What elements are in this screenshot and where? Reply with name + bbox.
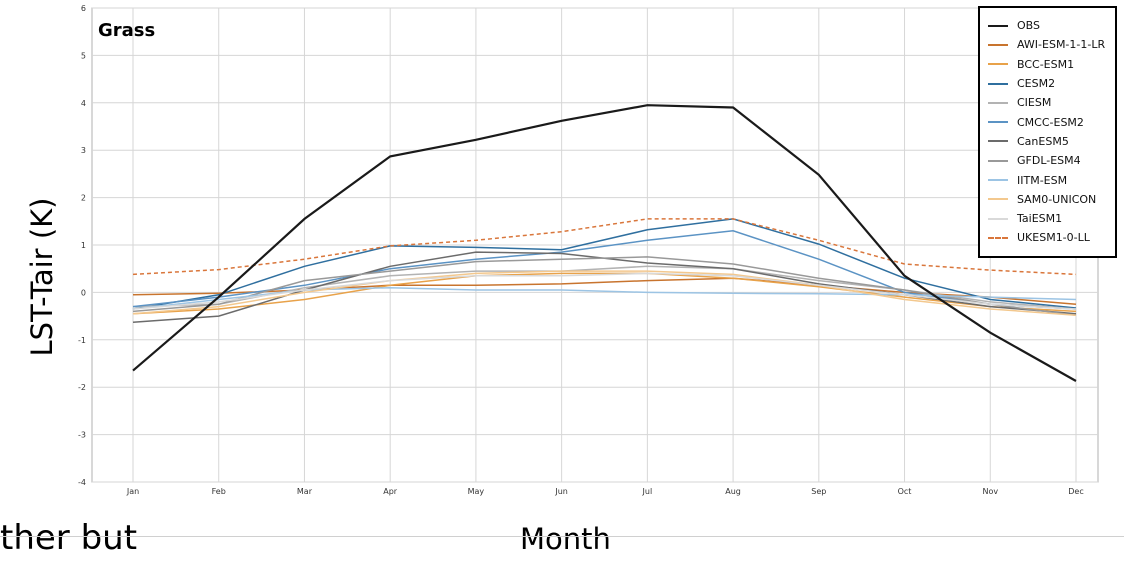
legend-swatch — [988, 82, 1008, 85]
legend-item: SAM0-UNICON — [988, 190, 1109, 209]
legend-item: CESM2 — [988, 74, 1109, 93]
legend-swatch — [988, 179, 1008, 182]
legend-label: CMCC-ESM2 — [1017, 115, 1084, 129]
divider-line — [0, 536, 1124, 537]
series-line-cesm2 — [132, 218, 1077, 310]
legend-item: BCC-ESM1 — [988, 55, 1109, 74]
legend-swatch — [988, 159, 1008, 162]
legend-item: GFDL-ESM4 — [988, 151, 1109, 170]
series-line-obs — [132, 104, 1077, 382]
legend-label: CIESM — [1017, 96, 1052, 110]
y-tick-label: 2 — [81, 194, 86, 203]
cropped-body-text: ther but — [0, 518, 138, 558]
y-tick-label: -2 — [78, 383, 86, 392]
legend-label: GFDL-ESM4 — [1017, 154, 1081, 168]
series-line-ukesm1-0-ll — [132, 218, 1077, 276]
legend-item: IITM-ESM — [988, 170, 1109, 189]
legend-swatch — [988, 217, 1008, 220]
y-tick-label: -3 — [78, 431, 86, 440]
y-tick-label: 0 — [81, 288, 86, 297]
x-tick-label: Sep — [811, 487, 826, 496]
legend-item: CIESM — [988, 93, 1109, 112]
x-tick-label: Nov — [982, 487, 998, 496]
legend-swatch — [988, 43, 1008, 46]
legend-swatch — [988, 236, 1008, 239]
legend-swatch — [988, 140, 1008, 143]
y-axis-title: LST-Tair (K) — [25, 197, 59, 357]
series-line-gfdl-esm4 — [132, 256, 1077, 316]
legend-label: BCC-ESM1 — [1017, 57, 1075, 71]
x-tick-label: Aug — [725, 487, 741, 496]
y-tick-label: -1 — [78, 336, 86, 345]
legend-label: UKESM1-0-LL — [1017, 231, 1090, 245]
legend-swatch — [988, 198, 1008, 201]
y-tick-label: 1 — [81, 241, 86, 250]
legend-item: TaiESM1 — [988, 209, 1109, 228]
x-tick-label: Jun — [554, 487, 568, 496]
legend-swatch — [988, 24, 1008, 27]
y-tick-label: 4 — [81, 99, 86, 108]
x-tick-label: Mar — [297, 487, 313, 496]
chart-title: Grass — [98, 20, 156, 41]
y-tick-label: 6 — [81, 4, 86, 13]
legend-label: TaiESM1 — [1017, 212, 1063, 226]
series-line-bcc-esm1 — [132, 272, 1077, 315]
legend-swatch — [988, 121, 1008, 124]
series-line-cmcc-esm2 — [132, 230, 1077, 310]
x-tick-label: Feb — [212, 487, 226, 496]
legend-item: CanESM5 — [988, 132, 1109, 151]
chart-legend: OBS AWI-ESM-1-1-LR BCC-ESM1 CESM2 CIESM CMCC-… — [978, 6, 1117, 258]
legend-label: SAM0-UNICON — [1017, 192, 1097, 206]
legend-label: CESM2 — [1017, 77, 1056, 91]
x-tick-label: May — [468, 487, 485, 496]
y-tick-label: -4 — [78, 478, 86, 487]
legend-item: UKESM1-0-LL — [988, 228, 1109, 247]
x-tick-label: Oct — [898, 487, 912, 496]
x-tick-label: Jul — [642, 487, 653, 496]
series-lines — [132, 104, 1077, 382]
y-tick-label: 5 — [81, 51, 86, 60]
x-tick-label: Dec — [1068, 487, 1083, 496]
gridlines — [92, 7, 1098, 483]
y-tick-label: 3 — [81, 146, 86, 155]
legend-label: OBS — [1017, 19, 1040, 33]
legend-item: AWI-ESM-1-1-LR — [988, 35, 1109, 54]
x-axis-title: Month — [520, 522, 611, 556]
legend-swatch — [988, 63, 1008, 66]
x-tick-labels: Jan Feb Mar Apr May Jun Jul Aug Sep Oct Nov Dec — [126, 487, 1084, 496]
legend-label: AWI-ESM-1-1-LR — [1017, 38, 1106, 52]
legend-label: IITM-ESM — [1017, 173, 1068, 187]
legend-swatch — [988, 101, 1008, 104]
y-tick-labels: -4 -3 -2 -1 0 1 2 3 4 5 6 — [78, 4, 86, 487]
legend-item: OBS — [988, 16, 1109, 35]
series-line-sam0-unicon — [132, 270, 1077, 316]
series-line-taiesm1 — [132, 272, 1077, 310]
x-tick-label: Apr — [383, 487, 398, 496]
legend-item: CMCC-ESM2 — [988, 112, 1109, 131]
legend-label: CanESM5 — [1017, 134, 1069, 148]
x-tick-label: Jan — [126, 487, 139, 496]
